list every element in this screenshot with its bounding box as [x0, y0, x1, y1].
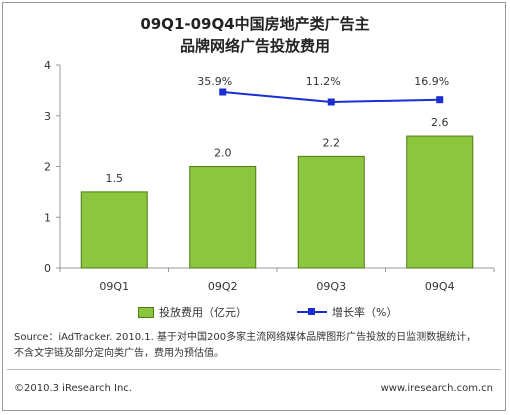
bar — [80, 191, 148, 269]
legend-label-line: 增长率（%） — [332, 306, 398, 319]
legend-swatch-line — [297, 307, 327, 317]
website-link[interactable]: www.iresearch.com.cn — [380, 383, 493, 394]
y-tick-label: 2 — [44, 161, 51, 174]
legend-item-bar: 投放费用（亿元） — [138, 304, 247, 320]
chart-plot: 0 1 2 3 4 09Q1 09Q2 09Q3 09Q4 1.5 2.0 2.2 2.6 35.9% 11… — [44, 59, 495, 293]
chart-title-line1: 09Q1-09Q4中国房地产类广告主 — [140, 15, 370, 33]
growth-value-label: 35.9% — [197, 75, 232, 88]
growth-marker — [219, 88, 227, 96]
footer-divider — [7, 369, 501, 370]
source-note: Source：iAdTracker. 2010.1. 基于对中国200多家主流网… — [14, 330, 498, 362]
bar-value-label: 2.2 — [323, 136, 341, 149]
bar — [406, 135, 474, 269]
legend-item-line: 增长率（%） — [297, 304, 397, 320]
bar-value-label: 2.6 — [431, 116, 449, 129]
growth-marker — [436, 96, 444, 104]
y-tick-label: 4 — [44, 59, 51, 72]
source-line1: Source：iAdTracker. 2010.1. 基于对中国200多家主流网… — [14, 332, 477, 343]
source-line2: 不含文字链及部分定向类广告，费用为预估值。 — [14, 348, 224, 359]
chart-title-line2: 品牌网络广告投放费用 — [179, 37, 330, 55]
x-tick-label: 09Q1 — [99, 280, 129, 293]
x-tick-label: 09Q3 — [316, 280, 346, 293]
bar-value-label: 1.5 — [106, 172, 124, 185]
bar — [297, 155, 365, 269]
growth-value-label: 16.9% — [414, 75, 449, 88]
x-tick-label: 09Q4 — [425, 280, 455, 293]
y-tick-label: 0 — [44, 262, 51, 275]
x-tick-label: 09Q2 — [208, 280, 238, 293]
growth-marker — [327, 98, 335, 106]
copyright-text: ©2010.3 iResearch Inc. — [14, 383, 132, 394]
bar-value-label: 2.0 — [214, 147, 232, 160]
legend-label-bar: 投放费用（亿元） — [159, 306, 247, 319]
chart-frame: 09Q1-09Q4中国房地产类广告主 品牌网络广告投放费用 0 1 2 3 4 09Q1 0… — [2, 2, 506, 411]
growth-value-label: 11.2% — [306, 75, 341, 88]
y-tick-label: 1 — [44, 211, 51, 224]
y-tick-label: 3 — [44, 110, 51, 123]
bar — [189, 166, 257, 269]
chart-title: 09Q1-09Q4中国房地产类广告主 品牌网络广告投放费用 — [3, 13, 507, 57]
legend-swatch-bar — [138, 306, 154, 318]
chart-legend: 投放费用（亿元） 增长率（%） — [138, 304, 447, 320]
